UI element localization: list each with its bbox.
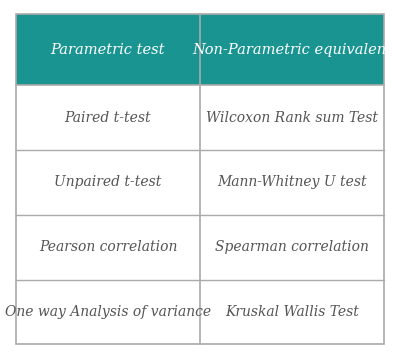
Text: Parametric test: Parametric test — [51, 43, 165, 57]
Text: Pearson correlation: Pearson correlation — [39, 240, 177, 254]
Bar — [16, 14, 200, 85]
Bar — [200, 14, 384, 85]
Text: Paired t-test: Paired t-test — [65, 110, 151, 125]
Text: Kruskal Wallis Test: Kruskal Wallis Test — [225, 305, 359, 319]
Bar — [16, 150, 200, 215]
Bar — [200, 279, 384, 344]
Text: One way Analysis of variance: One way Analysis of variance — [5, 305, 211, 319]
Text: Spearman correlation: Spearman correlation — [215, 240, 369, 254]
Bar — [16, 279, 200, 344]
Text: Unpaired t-test: Unpaired t-test — [54, 175, 162, 189]
Bar — [200, 150, 384, 215]
Text: Mann-Whitney U test: Mann-Whitney U test — [217, 175, 367, 189]
Text: Non-Parametric equivalent: Non-Parametric equivalent — [192, 43, 392, 57]
Bar — [16, 85, 200, 150]
Text: Wilcoxon Rank sum Test: Wilcoxon Rank sum Test — [206, 110, 378, 125]
Bar — [200, 85, 384, 150]
Bar — [200, 215, 384, 279]
Bar — [16, 215, 200, 279]
